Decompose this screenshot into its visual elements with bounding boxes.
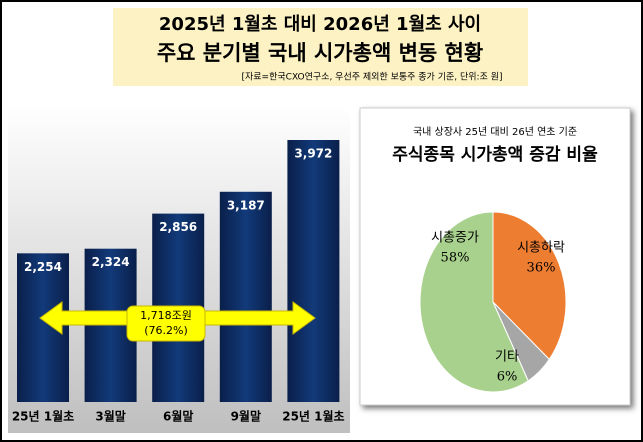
annotation: 1,718조원: [140, 309, 192, 322]
bar: [219, 191, 272, 402]
slice-label: 시총증가: [431, 231, 479, 246]
x-tick-label: 3월말: [95, 409, 125, 424]
title: 2025년 1월초 대비 2026년 1월초 사이: [159, 14, 481, 35]
chart-subtitle: 국내 상장사 25년 대비 26년 연초 기준: [413, 126, 577, 138]
pie-slice: [492, 211, 567, 361]
slice-value: 58%: [441, 251, 470, 266]
chart-title: 주식종목 시가총액 증감 비율: [392, 145, 598, 165]
source: [자료=한국CXO연구소, 우선주 제외한 보통주 종가 기준, 단위:조 원]: [241, 71, 502, 83]
x-tick-label: 6월말: [163, 409, 193, 424]
slice-value: 6%: [497, 370, 518, 385]
value-label: 2,324: [92, 255, 130, 269]
value-label: 2,856: [159, 220, 197, 234]
annotation-box: [126, 305, 206, 342]
slice-label: 시총하락: [517, 241, 565, 256]
x-tick-label: 25년 1월초: [282, 409, 344, 424]
x-tick-label: 9월말: [231, 409, 261, 424]
title-box: [113, 8, 528, 86]
value-label: 3,972: [294, 147, 332, 161]
title: 주요 분기별 국내 시가총액 변동 현황: [157, 41, 483, 65]
value-label: 2,254: [24, 260, 62, 274]
slice-label: 기타: [495, 350, 519, 365]
slice-value: 36%: [527, 261, 556, 276]
annotation: (76.2%): [144, 324, 188, 337]
bar: [287, 140, 340, 402]
x-tick-label: 25년 1월초: [12, 409, 74, 424]
pie-slice: [419, 211, 529, 393]
value-label: 3,187: [227, 198, 265, 212]
